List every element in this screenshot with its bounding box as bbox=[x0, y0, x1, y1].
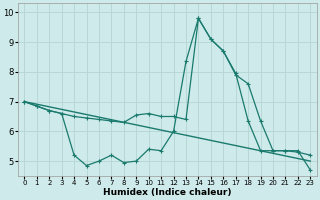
X-axis label: Humidex (Indice chaleur): Humidex (Indice chaleur) bbox=[103, 188, 232, 197]
